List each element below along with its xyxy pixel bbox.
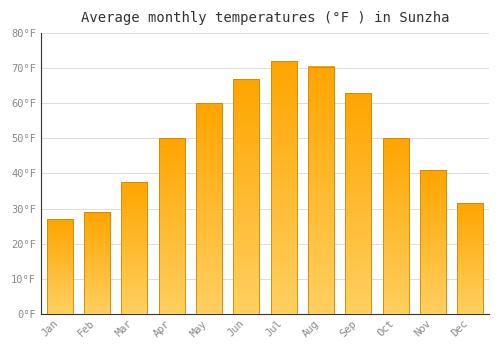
Bar (308, 66, 334, 314)
Bar (457, 203, 483, 314)
Bar (121, 182, 148, 314)
Bar (158, 138, 184, 314)
Bar (233, 79, 260, 314)
Bar (345, 93, 372, 314)
Bar (84, 212, 110, 314)
Bar (46, 219, 72, 314)
Bar (270, 61, 296, 314)
Bar (420, 170, 446, 314)
Bar (196, 103, 222, 314)
Title: Average monthly temperatures (°F ) in Sunzha: Average monthly temperatures (°F ) in Su… (80, 11, 449, 25)
Bar (382, 138, 408, 314)
